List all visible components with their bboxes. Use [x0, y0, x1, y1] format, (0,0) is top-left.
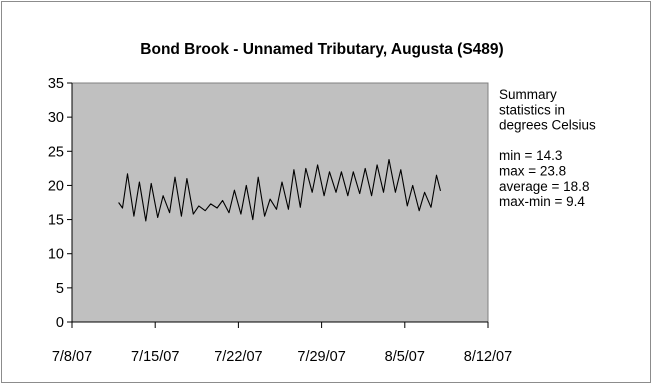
summary-line: degrees Celsius — [499, 118, 596, 133]
summary-line: max-min = 9.4 — [499, 194, 585, 209]
y-axis: 0 5 10 15 20 25 30 35 — [48, 76, 73, 331]
summary-line: statistics in — [499, 102, 565, 117]
temperature-series-line — [118, 158, 442, 222]
x-axis: 7/8/07 7/15/07 7/22/07 7/29/07 8/5/07 8/12/07 — [52, 321, 512, 365]
summary-line: min = 14.3 — [499, 148, 562, 163]
y-tick-label: 15 — [48, 213, 64, 229]
y-tick-label: 10 — [48, 247, 64, 263]
y-tick-label: 5 — [56, 281, 64, 297]
y-tick-label: 30 — [48, 110, 64, 126]
summary-line: Summary — [499, 87, 557, 102]
series-layer — [118, 158, 442, 222]
x-tick-label: 7/8/07 — [52, 349, 92, 365]
y-tick-label: 35 — [48, 76, 64, 92]
x-tick-label: 7/29/07 — [297, 349, 345, 365]
y-tick-label: 25 — [48, 144, 64, 160]
x-tick-label: 8/5/07 — [385, 349, 425, 365]
chart-title: Bond Brook - Unnamed Tributary, Augusta … — [140, 41, 503, 58]
x-tick-label: 8/12/07 — [464, 349, 512, 365]
x-tick-label: 7/22/07 — [214, 349, 262, 365]
plot-area — [71, 82, 489, 323]
y-tick-label: 20 — [48, 178, 64, 194]
y-tick-label: 0 — [56, 315, 64, 331]
summary-line: average = 18.8 — [499, 179, 589, 194]
summary-line: max = 23.8 — [499, 164, 566, 179]
x-tick-label: 7/15/07 — [131, 349, 179, 365]
